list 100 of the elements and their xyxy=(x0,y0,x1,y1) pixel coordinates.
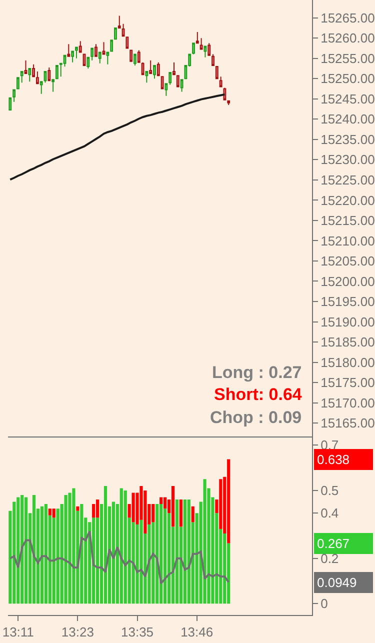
y-tick-label: 15260.00 xyxy=(320,30,375,46)
y-tick-label: 15165.00 xyxy=(320,416,375,431)
candlestick xyxy=(200,38,203,50)
y-tick-label: 0 xyxy=(320,596,328,612)
annotation: Short: 0.64 xyxy=(214,385,302,404)
bar xyxy=(40,506,44,604)
bar xyxy=(132,492,135,522)
candlestick xyxy=(180,79,184,92)
y-tick-label: 15185.00 xyxy=(320,334,375,350)
text: 0.638 xyxy=(317,452,350,467)
candlestick xyxy=(192,42,195,55)
bar xyxy=(227,459,230,544)
candlestick xyxy=(215,66,218,80)
y-tick-label: 15245.00 xyxy=(320,91,375,106)
bar xyxy=(179,500,182,527)
bar xyxy=(191,506,194,522)
candlestick xyxy=(98,52,102,64)
candlestick xyxy=(102,42,106,55)
candlestick xyxy=(134,54,136,66)
y-tick-label: 15265.00 xyxy=(320,10,375,26)
y-tick-label: 15250.00 xyxy=(320,71,375,86)
candlestick xyxy=(16,77,20,90)
candlestick xyxy=(130,50,133,62)
candlestick xyxy=(153,64,156,80)
y-tick-label: 15215.00 xyxy=(320,213,375,228)
bar xyxy=(112,502,115,604)
bar xyxy=(144,490,147,534)
bar xyxy=(104,486,108,604)
bar xyxy=(72,488,76,604)
bar xyxy=(175,500,179,604)
bar xyxy=(48,508,52,516)
candlestick xyxy=(176,75,180,88)
candlestick xyxy=(114,27,117,40)
x-tick-label: 13:23 xyxy=(61,624,94,640)
candlestick xyxy=(28,68,32,82)
candlestick xyxy=(212,54,214,66)
bar xyxy=(223,533,226,604)
candlestick xyxy=(20,71,24,84)
candlestick xyxy=(67,44,70,57)
bar xyxy=(44,504,48,604)
candlestick xyxy=(75,46,78,59)
y-tick-label: 15225.00 xyxy=(320,172,375,188)
bar xyxy=(140,520,143,604)
bar xyxy=(20,495,24,604)
y-tick-label: 15210.00 xyxy=(320,233,375,248)
x-tick-label: 13:46 xyxy=(180,624,214,640)
y-tick-label: 0.5 xyxy=(320,483,339,498)
candlestick xyxy=(36,71,39,84)
candlestick xyxy=(118,15,121,28)
bar xyxy=(164,497,167,509)
bar xyxy=(187,500,190,604)
bar xyxy=(24,497,28,604)
line-series xyxy=(9,93,226,181)
x-tick-label: 13:35 xyxy=(120,624,154,640)
y-tick-label: 0.2 xyxy=(320,550,339,566)
bar xyxy=(152,504,155,522)
bar xyxy=(136,524,139,604)
bar xyxy=(124,490,127,604)
candlestick xyxy=(204,46,207,58)
y-tick-label: 15180.00 xyxy=(320,354,375,370)
y-tick-label: 15220.00 xyxy=(320,192,375,208)
y-tick-label: 15195.00 xyxy=(320,294,375,310)
bar xyxy=(171,486,175,527)
candlestick xyxy=(126,36,129,49)
annotation: Long : 0.27 xyxy=(212,363,302,382)
candlestick xyxy=(219,76,222,88)
text: 0.267 xyxy=(317,536,350,551)
candlestick xyxy=(145,71,148,84)
candlestick xyxy=(122,23,125,37)
bar xyxy=(183,500,186,604)
annotation: Chop : 0.09 xyxy=(210,408,302,427)
candlestick xyxy=(172,62,176,76)
candlestick xyxy=(137,50,140,63)
y-tick-label: 15205.00 xyxy=(320,254,375,269)
y-tick-label: 15230.00 xyxy=(320,152,375,168)
candlestick xyxy=(52,79,55,92)
candlestick xyxy=(164,83,168,96)
y-tick-label: 15235.00 xyxy=(320,132,375,147)
bar xyxy=(96,500,100,518)
candlestick xyxy=(168,72,172,86)
bar xyxy=(52,508,56,518)
candlestick xyxy=(86,56,90,69)
bar xyxy=(12,502,16,604)
y-tick-label: 15200.00 xyxy=(320,274,375,289)
bar xyxy=(203,479,206,604)
candlestick xyxy=(78,40,82,53)
candlestick xyxy=(8,97,12,111)
candlestick xyxy=(48,66,51,82)
bar xyxy=(16,497,20,604)
candlestick xyxy=(196,32,199,44)
candlestick xyxy=(12,89,16,102)
candlestick xyxy=(208,42,211,56)
y-tick-label: 15175.00 xyxy=(320,375,375,390)
candlestick xyxy=(71,50,74,63)
candlestick xyxy=(94,44,98,57)
y-tick-label: 15170.00 xyxy=(320,395,375,410)
bar xyxy=(64,495,68,604)
y-tick-label: 15190.00 xyxy=(320,314,375,330)
bar xyxy=(160,497,163,504)
text: 0.0949 xyxy=(317,575,357,590)
